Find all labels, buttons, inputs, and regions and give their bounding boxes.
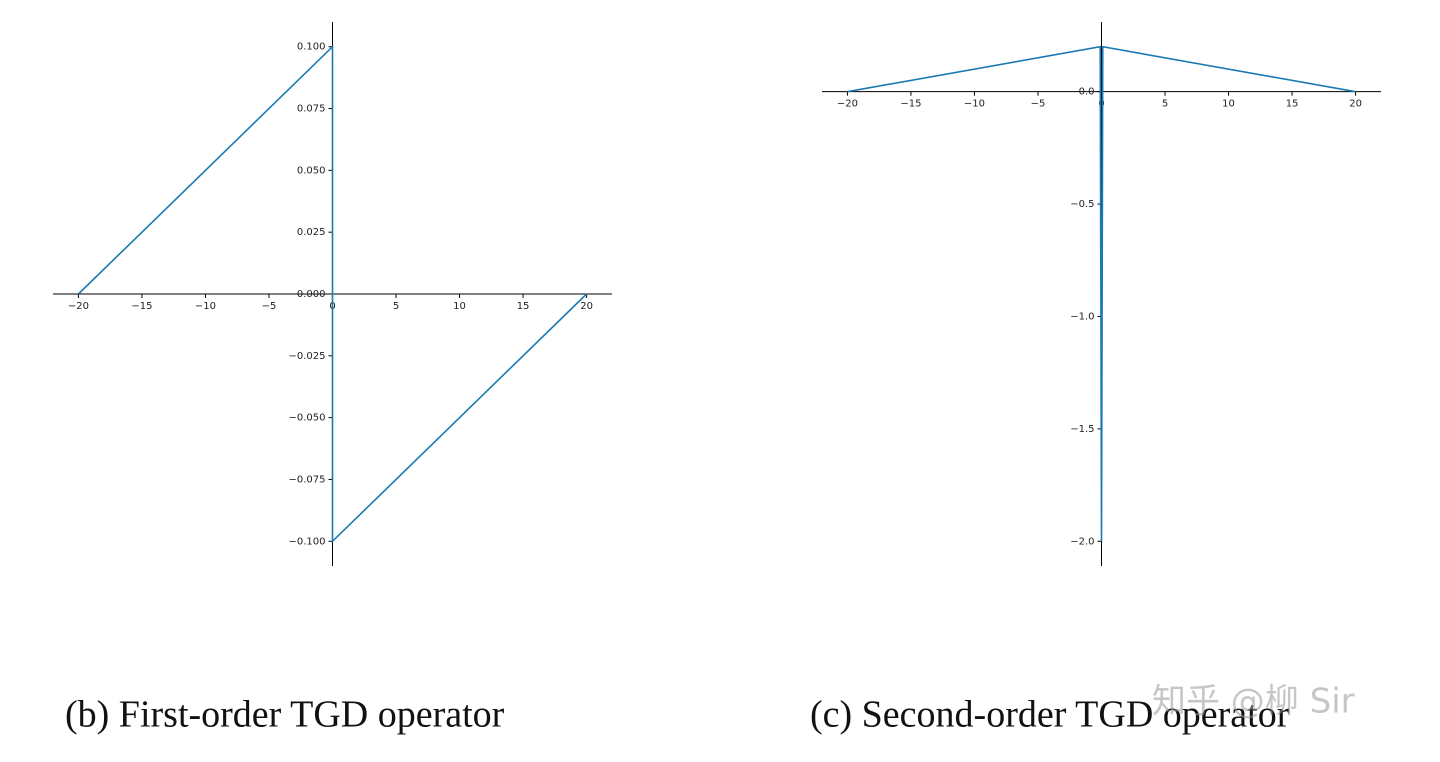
x-tick-label: 0 bbox=[1098, 99, 1104, 110]
data-line bbox=[77, 44, 588, 544]
x-tick-label: −5 bbox=[1031, 99, 1046, 110]
x-tick-label: 5 bbox=[1162, 99, 1168, 110]
y-tick-label: −0.075 bbox=[288, 474, 325, 485]
y-tick-label: 0.0 bbox=[1079, 87, 1095, 98]
y-tick-label: −2.0 bbox=[1070, 536, 1094, 547]
x-tick-label: −20 bbox=[837, 99, 858, 110]
x-tick-label: −10 bbox=[964, 99, 985, 110]
y-tick-label: −1.0 bbox=[1070, 311, 1094, 322]
caption: (c) Second-order TGD operator bbox=[810, 694, 1290, 736]
x-tick-label: 20 bbox=[580, 301, 593, 312]
y-tick-label: 0.075 bbox=[297, 104, 326, 115]
watermark: 知乎 @柳 Sir bbox=[1152, 682, 1355, 722]
x-tick-label: 5 bbox=[393, 301, 399, 312]
x-tick-label: 10 bbox=[453, 301, 466, 312]
y-tick-label: −0.025 bbox=[288, 351, 325, 362]
y-tick-label: 0.000 bbox=[297, 289, 326, 300]
y-tick-label: −1.5 bbox=[1070, 424, 1094, 435]
x-tick-label: −20 bbox=[68, 301, 89, 312]
x-tick-label: 15 bbox=[1286, 99, 1299, 110]
x-tick-label: 15 bbox=[517, 301, 530, 312]
x-tick-label: −5 bbox=[262, 301, 277, 312]
y-tick-label: −0.050 bbox=[288, 413, 325, 424]
y-tick-label: 0.025 bbox=[297, 227, 326, 238]
x-tick-label: −10 bbox=[195, 301, 216, 312]
y-tick-label: −0.5 bbox=[1070, 199, 1094, 210]
y-tick-label: 0.100 bbox=[297, 42, 326, 53]
x-tick-label: 10 bbox=[1222, 99, 1235, 110]
caption: (b) First-order TGD operator bbox=[65, 694, 505, 736]
x-tick-label: −15 bbox=[131, 301, 152, 312]
y-tick-label: 0.050 bbox=[297, 165, 326, 176]
y-tick-label: −0.100 bbox=[288, 536, 325, 547]
x-tick-label: 20 bbox=[1349, 99, 1362, 110]
x-tick-label: −15 bbox=[900, 99, 921, 110]
